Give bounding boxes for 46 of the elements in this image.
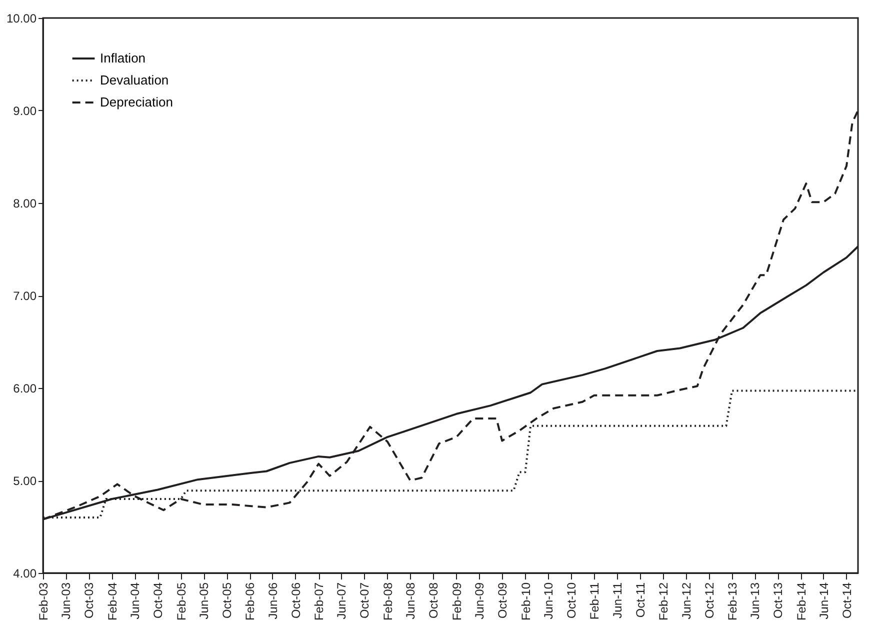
x-tick-label: Oct-10	[564, 582, 578, 619]
x-tick-label: Oct-11	[633, 582, 648, 618]
x-tick-label: Jun-11	[610, 582, 624, 618]
y-tick-label: 5.00	[13, 474, 37, 488]
x-tick-label: Feb-04	[105, 582, 120, 621]
y-tick-label: 4.00	[13, 566, 37, 580]
x-tick-label: Oct-12	[702, 582, 716, 619]
x-tick-label: Jun-05	[197, 582, 212, 620]
x-tick-label: Feb-13	[726, 582, 740, 621]
x-tick-label: Jun-14	[816, 582, 831, 620]
x-tick-label: Jun-12	[679, 582, 694, 620]
legend-label: Devaluation	[100, 72, 169, 88]
x-tick-label: Oct-13	[771, 582, 786, 619]
x-tick-label: Jun-08	[404, 582, 418, 620]
x-tick-label: Oct-05	[220, 582, 234, 619]
x-tick-label: Oct-09	[496, 582, 510, 619]
legend-label: Inflation	[100, 50, 146, 66]
x-tick-label: Feb-10	[518, 582, 533, 621]
x-tick-label: Feb-06	[243, 582, 258, 621]
x-tick-label: Feb-09	[450, 582, 464, 621]
y-tick-label: 7.00	[13, 289, 37, 303]
x-tick-label: Jun-13	[748, 582, 762, 620]
x-tick-label: Oct-03	[82, 582, 96, 619]
x-tick-label: Oct-14	[840, 582, 854, 619]
x-tick-label: Feb-11	[588, 582, 602, 620]
y-tick-label: 9.00	[13, 104, 37, 118]
x-tick-label: Feb-05	[174, 582, 188, 621]
x-tick-label: Feb-03	[36, 582, 50, 621]
x-tick-label: Jun-09	[472, 582, 487, 620]
x-tick-label: Jun-07	[334, 582, 349, 620]
x-tick-label: Oct-07	[358, 582, 372, 619]
x-tick-label: Oct-04	[151, 582, 166, 619]
x-tick-label: Jun-06	[266, 582, 280, 620]
x-tick-label: Jun-04	[128, 582, 142, 620]
x-tick-label: Oct-08	[426, 582, 441, 619]
y-tick-label: 10.00	[6, 12, 37, 26]
x-tick-label: Jun-10	[541, 582, 556, 620]
x-tick-label: Feb-14	[794, 582, 808, 621]
legend-label: Depreciation	[100, 94, 173, 110]
x-tick-label: Feb-07	[312, 582, 326, 621]
x-tick-label: Jun-03	[59, 582, 74, 620]
x-tick-label: Feb-08	[380, 582, 395, 621]
y-tick-label: 6.00	[13, 382, 37, 396]
x-tick-label: Feb-12	[656, 582, 670, 621]
y-tick-label: 8.00	[13, 196, 37, 210]
x-tick-label: Oct-06	[288, 582, 303, 619]
